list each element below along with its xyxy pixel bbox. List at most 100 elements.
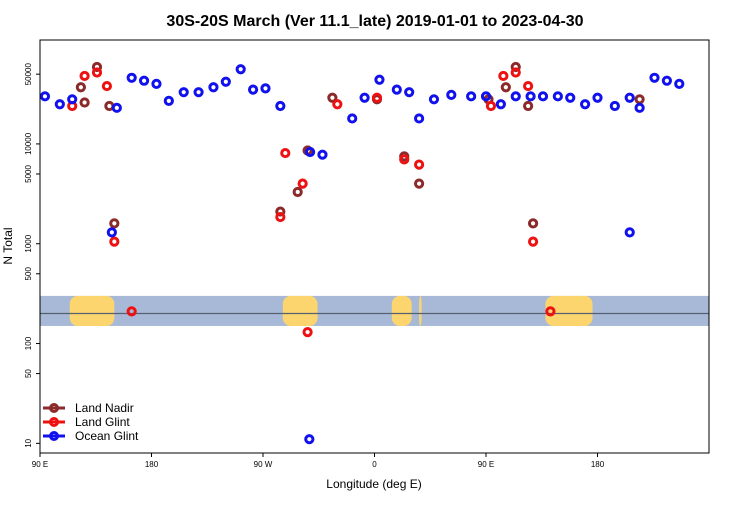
point-land-glint [126, 306, 137, 317]
point-ocean-glint [54, 99, 65, 110]
point-ocean-glint [624, 227, 635, 238]
point-ocean-glint [674, 78, 685, 89]
x-tick-label: 90 W [254, 460, 273, 469]
point-ocean-glint [138, 75, 150, 86]
x-tick-label: 0 [372, 460, 377, 469]
x-tick-label: 90 E [478, 460, 494, 469]
point-ocean-glint [609, 100, 620, 112]
point-ocean-glint [220, 76, 231, 87]
point-land-nadir [414, 178, 425, 189]
point-land-glint [498, 70, 509, 82]
point-ocean-glint [661, 75, 672, 86]
land-band-3 [419, 295, 422, 326]
point-ocean-glint [178, 87, 189, 98]
point-land-glint [485, 100, 497, 112]
x-tick-label: 90 E [32, 460, 48, 469]
point-ocean-glint [537, 91, 549, 102]
point-ocean-glint [649, 72, 660, 83]
point-land-glint [510, 67, 521, 78]
legend-label-land-nadir: Land Nadir [75, 401, 134, 415]
point-land-glint [527, 236, 539, 247]
point-land-glint [371, 92, 383, 103]
point-land-nadir [79, 97, 90, 108]
point-ocean-glint [624, 92, 635, 103]
ocean-band [40, 295, 709, 326]
x-axis-label: Longitude (deg E) [326, 477, 421, 491]
point-land-nadir [109, 218, 120, 229]
point-ocean-glint [193, 87, 204, 98]
point-land-nadir [75, 82, 86, 93]
point-ocean-glint [480, 91, 492, 102]
point-ocean-glint [466, 91, 477, 102]
plot-frame [39, 39, 710, 454]
point-ocean-glint [208, 82, 219, 93]
point-ocean-glint [347, 113, 358, 124]
plot-background [40, 40, 709, 453]
point-land-glint [280, 147, 291, 159]
point-land-nadir [527, 218, 539, 229]
y-tick-label: 50000 [24, 63, 33, 86]
y-axis-label: N Total [1, 227, 15, 264]
legend-item-ocean-glint: Ocean Glint [43, 429, 139, 443]
point-ocean-glint [565, 92, 576, 103]
point-ocean-glint [446, 89, 457, 100]
point-land-glint [91, 67, 103, 78]
point-ocean-glint [151, 78, 162, 89]
data-points [39, 61, 685, 445]
y-tick-label: 1000 [24, 234, 33, 252]
point-land-nadir [500, 82, 511, 93]
background-bands [40, 295, 709, 326]
point-ocean-glint [304, 146, 316, 158]
point-land-glint [302, 327, 313, 338]
point-ocean-glint [39, 91, 51, 102]
legend-label-ocean-glint: Ocean Glint [75, 429, 139, 443]
point-land-glint [275, 211, 286, 223]
point-land-nadir [275, 206, 286, 217]
point-ocean-glint [235, 64, 246, 75]
land-band-4 [545, 295, 593, 326]
point-ocean-glint [163, 95, 174, 106]
point-ocean-glint [111, 102, 122, 113]
y-tick-label: 500 [24, 267, 33, 281]
point-land-glint [79, 70, 90, 82]
point-ocean-glint [592, 92, 603, 103]
point-land-glint [399, 154, 410, 165]
point-land-glint [332, 99, 343, 110]
point-ocean-glint [634, 102, 645, 113]
point-ocean-glint [67, 94, 78, 105]
legend-marker-land-glint [49, 417, 59, 427]
point-ocean-glint [106, 227, 117, 238]
y-tick-label: 100 [24, 336, 33, 350]
series-ocean-glint [39, 64, 685, 445]
point-ocean-glint [414, 113, 425, 124]
series-land-glint [67, 67, 556, 338]
point-ocean-glint [428, 94, 440, 105]
point-land-glint [545, 306, 556, 317]
x-tick-label: 180 [145, 460, 159, 469]
point-ocean-glint [374, 74, 385, 85]
point-land-glint [101, 80, 113, 92]
point-ocean-glint [126, 72, 137, 83]
point-ocean-glint [552, 91, 563, 102]
point-ocean-glint [359, 92, 370, 103]
point-land-nadir [91, 61, 103, 73]
x-tick-label: 180 [591, 460, 605, 469]
point-ocean-glint [260, 83, 271, 94]
point-ocean-glint [304, 434, 315, 445]
point-land-nadir [292, 186, 303, 198]
y-tick-label: 5000 [24, 165, 33, 183]
point-land-glint [523, 80, 534, 92]
legend-item-land-nadir: Land Nadir [43, 401, 134, 415]
land-band-2 [391, 295, 412, 326]
legend-marker-ocean-glint [49, 431, 59, 441]
point-land-glint [414, 159, 425, 170]
point-land-glint [109, 236, 120, 247]
point-ocean-glint [247, 84, 259, 95]
point-ocean-glint [510, 91, 521, 102]
point-ocean-glint [404, 87, 415, 98]
legend-label-land-glint: Land Glint [75, 415, 130, 429]
point-land-nadir [510, 61, 521, 73]
chart-title: 30S-20S March (Ver 11.1_late) 2019-01-01… [166, 13, 583, 30]
point-ocean-glint [275, 100, 286, 112]
